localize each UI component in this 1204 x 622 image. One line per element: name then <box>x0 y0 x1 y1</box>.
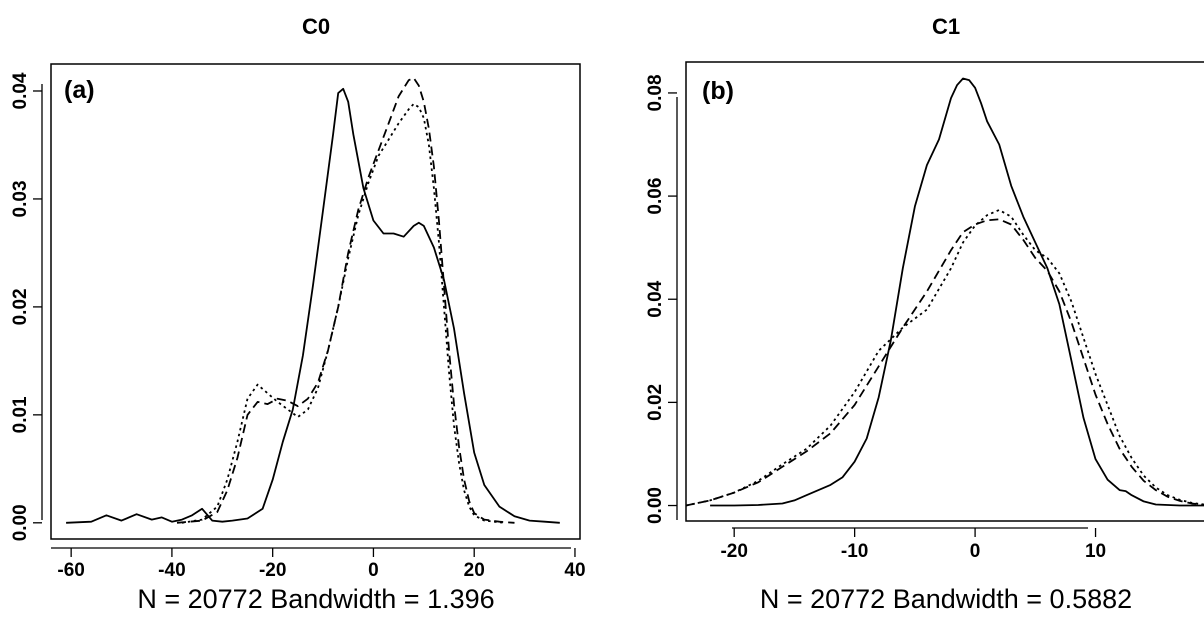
density-curves <box>686 77 1204 507</box>
x-tick-label: -20 <box>259 560 286 581</box>
density-curve-solid <box>66 87 560 524</box>
y-tick-label: 0.02 <box>645 384 666 421</box>
x-tick-label: -60 <box>57 560 84 581</box>
panel-label: (b) <box>702 77 734 105</box>
density-curve-solid <box>710 77 1204 507</box>
x-ticks: -20 -10 0 10 <box>720 528 1106 562</box>
density-curve-dotted <box>686 209 1204 507</box>
y-ticks: 0.00 0.02 0.04 0.06 0.08 <box>645 74 677 524</box>
y-tick-label: 0.06 <box>645 178 666 215</box>
plot-frame <box>685 61 1204 522</box>
chart-title: C1 <box>932 14 960 39</box>
x-axis-label: N = 20772 Bandwidth = 0.5882 <box>760 584 1132 614</box>
panel-label: (a) <box>64 76 95 104</box>
x-axis-label: N = 20772 Bandwidth = 1.396 <box>137 584 494 614</box>
y-tick-label: 0.04 <box>10 72 31 109</box>
x-tick-label: -10 <box>841 541 868 562</box>
x-tick-label: -20 <box>720 541 747 562</box>
density-curve-dashed <box>176 77 515 524</box>
x-tick-label: 10 <box>1085 541 1106 562</box>
density-curve-dotted <box>181 103 505 524</box>
y-tick-label: 0.08 <box>645 74 666 111</box>
y-tick-label: 0.00 <box>645 487 666 524</box>
panel-c1: C1 (b) N = 20772 Bandwidth = 0.5882 -20-… <box>645 14 1204 614</box>
x-tick-label: 0 <box>368 560 379 581</box>
panel-c0: C0 (a) N = 20772 Bandwidth = 1.396 -60 -4… <box>10 14 586 614</box>
density-curves <box>66 77 560 524</box>
x-ticks: -60 -40 -20 0 20 40 <box>57 548 586 581</box>
x-tick-label: 40 <box>564 560 585 581</box>
y-tick-label: 0.00 <box>10 504 31 541</box>
y-tick-label: 0.04 <box>645 280 666 317</box>
y-ticks: 0.00 0.01 0.02 0.03 0.04 <box>10 72 42 541</box>
y-tick-label: 0.03 <box>10 180 31 217</box>
density-curve-dashed <box>686 218 1204 507</box>
x-tick-label: 0 <box>970 541 981 562</box>
x-tick-label: 20 <box>464 560 485 581</box>
chart-title: C0 <box>302 14 330 39</box>
y-tick-label: 0.02 <box>10 288 31 325</box>
plot-frame <box>50 63 581 540</box>
x-tick-label: -40 <box>158 560 185 581</box>
y-tick-label: 0.01 <box>10 396 31 433</box>
